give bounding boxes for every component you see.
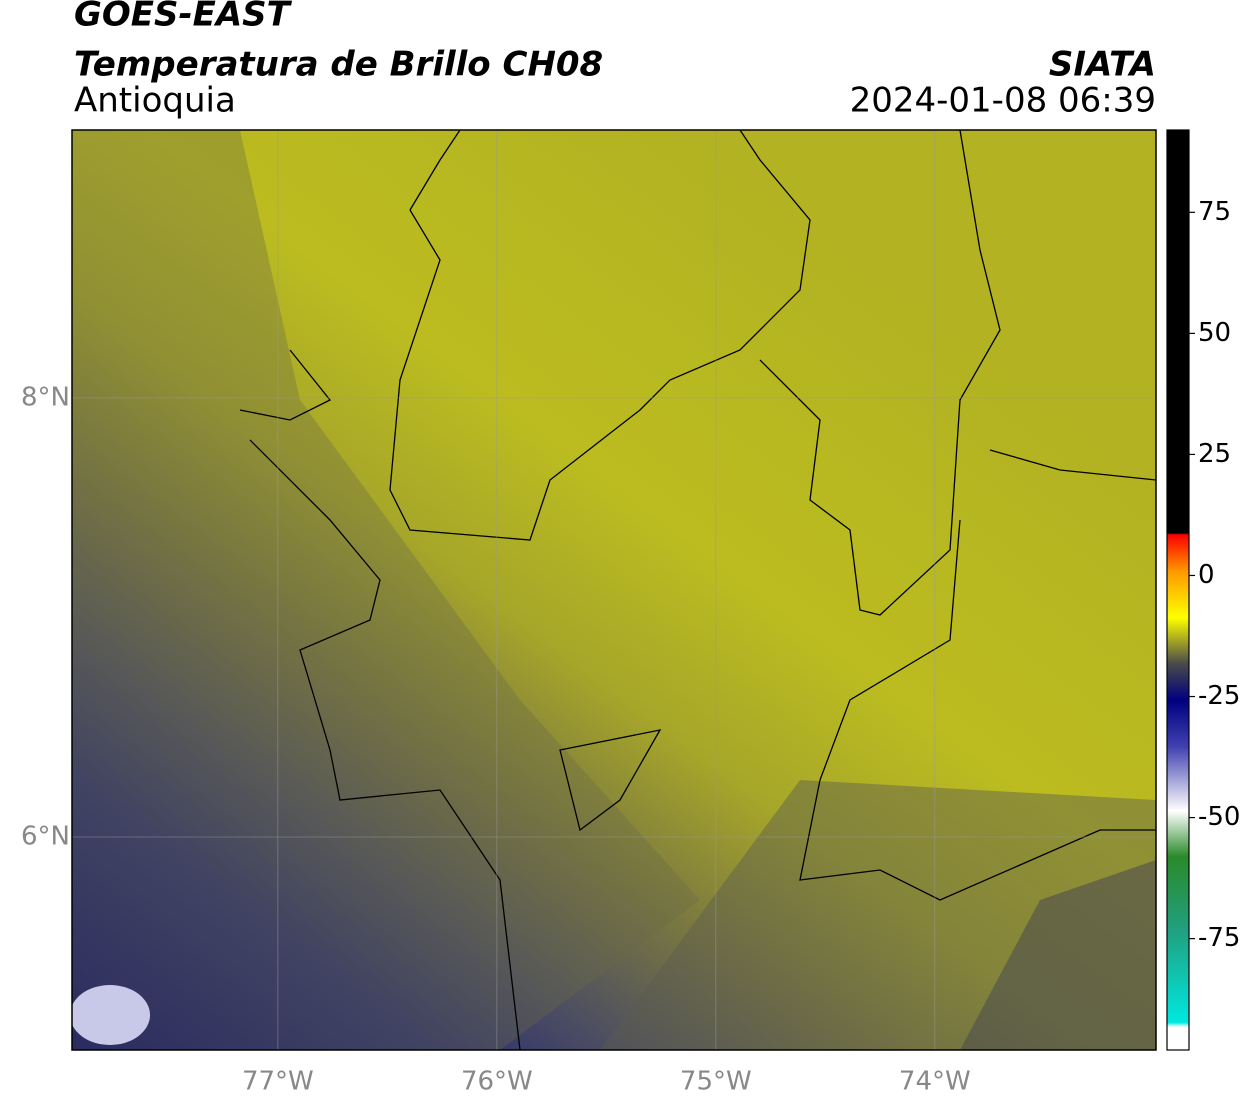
map-image (72, 130, 1156, 1050)
map-frame (71, 129, 1157, 1051)
y-tick-label: 8°N (21, 382, 70, 412)
product-title: Temperatura de Brillo CH08 (74, 45, 603, 85)
y-tick-label: 6°N (21, 822, 70, 852)
source: SIATA (1049, 45, 1156, 85)
colorbar (1166, 129, 1190, 1051)
x-tick-label: 77°W (242, 1067, 314, 1097)
region: Antioquia (74, 81, 236, 121)
x-tick-label: 76°W (461, 1067, 533, 1097)
colorbar-tick-label: 0 (1198, 560, 1215, 590)
colorbar-tick-label: -50 (1198, 802, 1240, 832)
satellite-title: GOES-EAST (74, 0, 293, 35)
colorbar-tick-label: 25 (1198, 439, 1231, 469)
colorbar-tick-label: -75 (1198, 923, 1240, 953)
colorbar-tick-label: 75 (1198, 197, 1231, 227)
x-tick-label: 75°W (680, 1067, 752, 1097)
colorbar-tick-label: -25 (1198, 681, 1240, 711)
grid (72, 130, 1156, 1050)
colorbar-tick-label: 50 (1198, 318, 1231, 348)
x-tick-label: 74°W (899, 1067, 971, 1097)
datetime: 2024-01-08 06:39 (850, 81, 1156, 121)
